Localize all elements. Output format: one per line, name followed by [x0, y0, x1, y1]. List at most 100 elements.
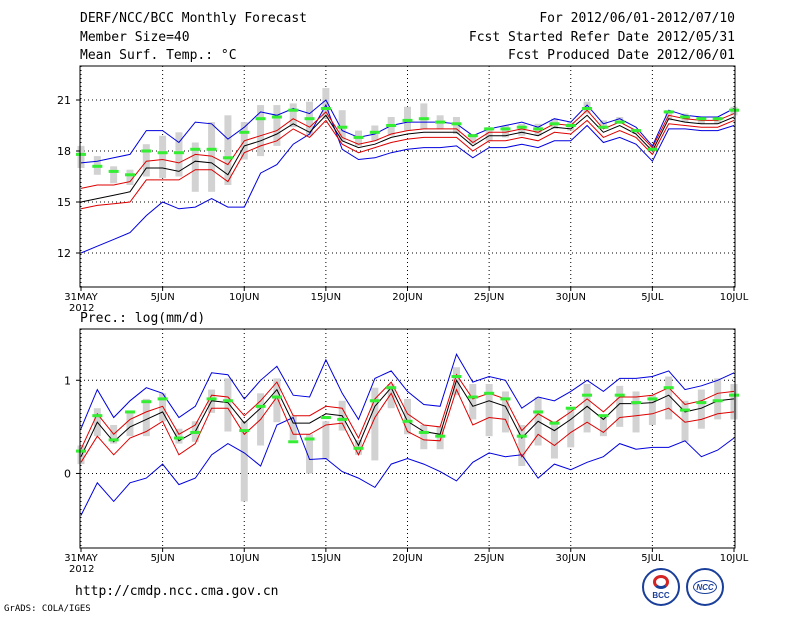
observed-marker	[304, 117, 315, 121]
spread-box	[730, 383, 738, 420]
observed-marker	[288, 108, 299, 112]
x-tick-label: 10JUN	[229, 292, 259, 303]
x-tick-label: 31MAY	[64, 292, 98, 303]
precip-panel-title: Prec.: log(mm/d)	[80, 311, 205, 326]
grads-credit: GrADS: COLA/IGES	[4, 604, 91, 614]
observed-marker	[582, 107, 593, 110]
observed-marker	[157, 151, 168, 155]
observed-marker	[239, 130, 250, 134]
observed-marker	[647, 147, 658, 151]
observed-marker	[729, 108, 739, 112]
observed-marker	[92, 164, 103, 168]
spread-box	[224, 378, 232, 432]
spread-box	[616, 117, 624, 124]
spread-box	[142, 398, 150, 437]
observed-marker	[108, 169, 119, 173]
spread-box	[191, 142, 199, 192]
series-lower-line	[80, 388, 735, 463]
spread-box	[420, 424, 428, 450]
bcc-logo-label: BCC	[652, 591, 670, 600]
y-tick-label: 0	[64, 467, 71, 480]
observed-marker	[173, 151, 184, 155]
observed-marker	[696, 117, 707, 121]
observed-marker	[467, 395, 478, 399]
spread-box	[404, 106, 411, 131]
spread-box	[126, 169, 134, 185]
observed-marker	[712, 399, 723, 403]
observed-marker	[516, 125, 527, 129]
spread-box	[159, 135, 167, 179]
series-upper-line	[80, 119, 735, 210]
observed-marker	[729, 393, 739, 397]
source-url[interactable]: http://cmdp.ncc.cma.gov.cn	[75, 584, 279, 599]
observed-marker	[353, 446, 364, 450]
observed-marker	[614, 393, 625, 397]
observed-marker	[663, 110, 674, 114]
spread-box	[452, 117, 460, 134]
spread-box	[599, 415, 607, 437]
spread-box	[567, 408, 575, 448]
spread-box	[110, 166, 118, 184]
spread-box	[77, 445, 85, 465]
spread-box	[599, 120, 607, 129]
spread-box	[469, 383, 477, 420]
observed-marker	[680, 115, 691, 119]
x-tick-label: 30JUN	[556, 292, 586, 303]
x-tick-label: 5JUL	[641, 553, 664, 564]
y-tick-label: 12	[57, 247, 71, 260]
observed-marker	[418, 117, 429, 121]
spread-box	[501, 391, 509, 433]
observed-marker	[598, 125, 609, 129]
spread-box	[404, 398, 411, 435]
spread-box	[240, 421, 248, 502]
observed-marker	[320, 416, 331, 420]
series-upper-line	[80, 373, 735, 450]
spread-box	[224, 115, 232, 185]
observed-marker	[451, 375, 462, 379]
spread-box	[485, 127, 493, 141]
observed-marker	[206, 147, 217, 151]
x-tick-label: 30JUN	[556, 553, 586, 564]
chart-title: DERF/NCC/BCC Monthly Forecast	[80, 11, 307, 26]
observed-marker	[353, 135, 364, 139]
forecast-start-date: Fcst Started Refer Date 2012/05/31	[468, 30, 735, 45]
spread-box	[175, 428, 183, 444]
y-tick-label: 1	[64, 374, 71, 387]
spread-box	[583, 383, 591, 433]
observed-marker	[386, 386, 397, 390]
x-tick-label: 15JUN	[311, 292, 341, 303]
spread-box	[665, 376, 673, 420]
observed-marker	[565, 406, 576, 410]
observed-marker	[402, 118, 413, 122]
spread-box	[550, 421, 558, 459]
spread-box	[257, 105, 265, 157]
observed-marker	[141, 149, 152, 153]
observed-marker	[418, 430, 429, 434]
spread-box	[289, 415, 297, 440]
observed-marker	[206, 397, 217, 401]
observed-marker	[647, 397, 658, 401]
observed-marker	[500, 397, 511, 401]
observed-marker	[598, 414, 609, 418]
observed-marker	[124, 410, 135, 414]
observed-marker	[663, 386, 674, 390]
x-tick-label: 5JUN	[151, 292, 175, 303]
spread-box	[208, 122, 216, 192]
observed-marker	[484, 127, 495, 131]
observed-marker	[549, 421, 560, 425]
observed-marker	[255, 117, 266, 121]
observed-marker	[582, 393, 593, 397]
spread-box	[322, 421, 330, 460]
globe-icon	[693, 580, 717, 594]
spread-box	[387, 383, 395, 409]
spread-box	[469, 134, 477, 145]
series-min-line	[80, 416, 735, 516]
spread-box	[126, 411, 134, 437]
spread-box	[306, 434, 314, 474]
spread-box	[501, 125, 509, 138]
spread-box	[142, 144, 150, 177]
x-tick-label: 20JUN	[392, 292, 422, 303]
observed-marker	[500, 127, 511, 131]
bcc-swirl-icon	[653, 575, 669, 589]
spread-box	[697, 389, 705, 429]
